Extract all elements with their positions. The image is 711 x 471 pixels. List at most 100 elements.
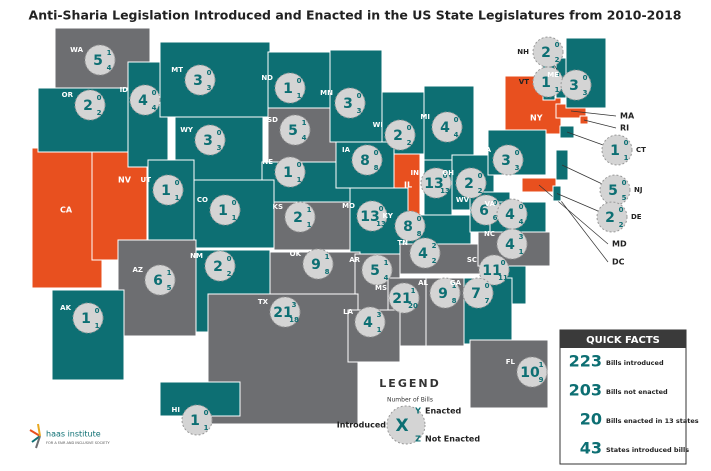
facts-title: QUICK FACTS (586, 335, 660, 346)
bill-circle (354, 306, 386, 338)
legend-title: LEGEND (379, 377, 440, 390)
introduced-count: 2 (393, 128, 403, 144)
introduced-count: 13 (360, 209, 379, 225)
state-label: NM (190, 252, 203, 260)
introduced-count: 4 (505, 207, 515, 223)
introduced-count: 5 (608, 183, 618, 199)
enacted-count: 1 (167, 269, 172, 277)
bill-circle (209, 194, 241, 226)
enacted-count: 0 (97, 94, 102, 102)
not-enacted-count: 1 (95, 322, 100, 330)
bill-circle (144, 264, 176, 296)
enacted-count: 0 (152, 89, 157, 97)
introduced-count: 1 (541, 75, 551, 91)
state-label: WV (456, 196, 470, 204)
legend-y: Y (414, 407, 421, 416)
not-enacted-count: 1 (232, 214, 237, 222)
introduced-count: 2 (293, 210, 303, 226)
not-enacted-count: 2 (619, 221, 624, 229)
bill-circle (496, 198, 528, 230)
enacted-count: 2 (432, 242, 437, 250)
bill-circle (274, 156, 306, 188)
not-enacted-count: 18 (289, 316, 299, 324)
introduced-count: 4 (418, 246, 428, 262)
state-label: NC (484, 230, 495, 238)
bill-circle (351, 144, 383, 176)
enacted-count: 0 (227, 255, 232, 263)
logo: haas institute FOR A FAIR AND INCLUSIVE … (29, 423, 111, 449)
enacted-count: 0 (501, 259, 506, 267)
state-label: MI (420, 113, 430, 121)
not-enacted-count: 1 (519, 248, 524, 256)
state-label: MS (375, 284, 387, 292)
bill-circle (596, 201, 628, 233)
not-enacted-count: 8 (417, 230, 422, 238)
not-enacted-count: 2 (407, 139, 412, 147)
state-label: UT (141, 176, 152, 184)
not-enacted-count: 1 (377, 326, 382, 334)
bill-circle (74, 89, 106, 121)
enacted-count: 0 (207, 69, 212, 77)
state-label: AZ (133, 266, 144, 274)
state-label: ME (547, 71, 559, 79)
fact-value: 43 (580, 439, 602, 458)
introduced-count: 3 (501, 153, 511, 169)
state-label: NJ (634, 186, 642, 194)
legend-circle (386, 405, 426, 445)
introduced-count: 4 (440, 120, 450, 136)
introduced-count: 9 (438, 286, 448, 302)
enacted-count: 1 (452, 282, 457, 290)
bill-circle (478, 254, 510, 286)
introduced-count: 6 (479, 203, 489, 219)
not-enacted-count: 3 (207, 84, 212, 92)
introduced-count: 1 (161, 183, 171, 199)
quick-facts: QUICK FACTS 223 Bills introduced 203 Bills … (559, 329, 699, 465)
enacted-count: 0 (485, 282, 490, 290)
state-label: IL (404, 181, 412, 190)
state-label: AL (418, 279, 428, 287)
state-label: TN (397, 239, 408, 247)
bill-circle (388, 282, 420, 314)
introduced-count: 1 (218, 203, 228, 219)
title: Anti-Sharia Legislation Introduced and E… (29, 8, 682, 23)
introduced-count: 1 (283, 165, 293, 181)
state-label: WI (373, 121, 383, 129)
enacted-count: 1 (107, 49, 112, 57)
not-enacted-count: 1 (307, 221, 312, 229)
enacted-count: 0 (379, 205, 384, 213)
enacted-count: 0 (493, 199, 498, 207)
state-label: NE (262, 158, 273, 166)
state-label: SD (267, 116, 278, 124)
state-label: PA (481, 146, 491, 154)
not-enacted-count: 4 (519, 218, 524, 226)
state-label: FL (506, 358, 516, 366)
introduced-count: 8 (403, 219, 413, 235)
introduced-count: 4 (138, 93, 148, 109)
leader-line (557, 196, 609, 263)
state-label: AK (60, 304, 71, 312)
state-label: DC (612, 258, 625, 267)
introduced-count: 3 (343, 96, 353, 112)
enacted-count: 1 (411, 287, 416, 295)
bill-circle (599, 174, 631, 206)
introduced-count: 3 (569, 78, 579, 94)
state-label: GA (450, 279, 462, 287)
enacted-count: 0 (357, 92, 362, 100)
enacted-count: 0 (204, 409, 209, 417)
bill-circle (269, 296, 301, 328)
fact-text: Bills introduced (606, 359, 664, 367)
state-label: VA (485, 200, 496, 208)
enacted-count: 0 (555, 71, 560, 79)
not-enacted-count: 1 (297, 176, 302, 184)
introduced-count: 6 (153, 273, 163, 289)
state-label: MT (171, 66, 183, 74)
bill-circle (420, 167, 452, 199)
state-label: RI (620, 124, 629, 133)
not-enacted-count: 5 (622, 194, 627, 202)
facts-header (560, 330, 686, 348)
bill-circle (384, 119, 416, 151)
not-enacted-count: 4 (302, 134, 307, 142)
introduced-count: 21 (273, 305, 292, 321)
state-label: KY (383, 212, 394, 220)
bill-circle (462, 277, 494, 309)
